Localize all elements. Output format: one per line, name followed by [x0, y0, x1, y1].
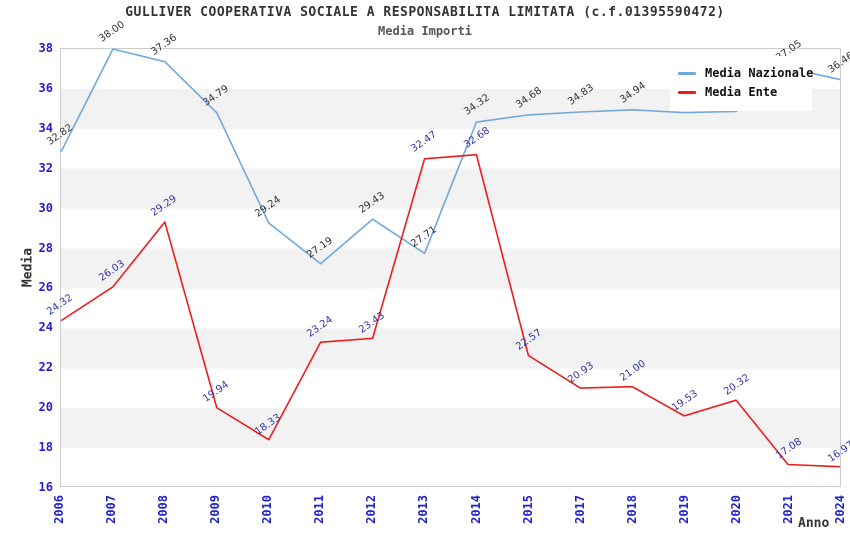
x-tick-label: 2019	[676, 495, 691, 524]
legend-item: Media Nazionale	[678, 65, 814, 81]
x-tick-label: 2011	[312, 495, 327, 524]
media-ente-line	[60, 153, 841, 468]
x-tick-label: 2020	[728, 495, 743, 524]
y-tick-label: 38	[38, 41, 53, 55]
x-tick-label: 2008	[156, 495, 171, 524]
x-tick-label: 2012	[364, 495, 379, 524]
legend-label: Media Ente	[705, 85, 778, 99]
y-tick-label: 18	[38, 440, 53, 455]
plot-area	[60, 48, 841, 487]
legend-label: Media Nazionale	[705, 66, 814, 80]
y-tick-label: 26	[38, 280, 53, 295]
y-tick-label: 34	[38, 120, 53, 135]
x-axis-title: Anno	[798, 516, 830, 531]
chart-title: GULLIVER COOPERATIVA SOCIALE A RESPONSAB…	[125, 5, 725, 20]
y-axis-title: Media	[20, 247, 36, 288]
x-tick-label: 2013	[416, 495, 431, 524]
y-tick-label: 28	[38, 240, 53, 255]
x-tick-label: 2017	[572, 495, 587, 524]
x-tick-label: 2018	[624, 495, 639, 524]
legend: Media Nazionale Media Ente	[670, 56, 814, 111]
legend-swatch-icon	[678, 90, 696, 94]
legend-item: Media Ente	[678, 84, 812, 100]
y-tick-label: 24	[38, 320, 53, 335]
x-tick-label: 2007	[104, 495, 119, 524]
y-tick-label: 22	[38, 360, 53, 375]
chart-subtitle: Media Importi	[378, 24, 472, 38]
series-lines	[60, 48, 841, 468]
y-tick-label: 32	[38, 160, 53, 175]
y-tick-label: 36	[38, 80, 53, 95]
y-tick-label: 16	[38, 480, 53, 494]
x-tick-label: 2010	[260, 495, 275, 524]
x-tick-label: 2014	[468, 495, 483, 524]
legend-swatch-icon	[678, 71, 696, 75]
y-tick-label: 30	[38, 200, 53, 215]
x-tick-label: 2006	[52, 495, 66, 524]
y-tick-label: 20	[38, 400, 53, 415]
x-tick-label: 2021	[780, 495, 795, 524]
x-tick-label: 2015	[520, 495, 535, 524]
x-tick-label: 2009	[208, 495, 223, 524]
x-tick-label: 2024	[833, 495, 847, 524]
media-nazionale-line	[60, 48, 841, 265]
